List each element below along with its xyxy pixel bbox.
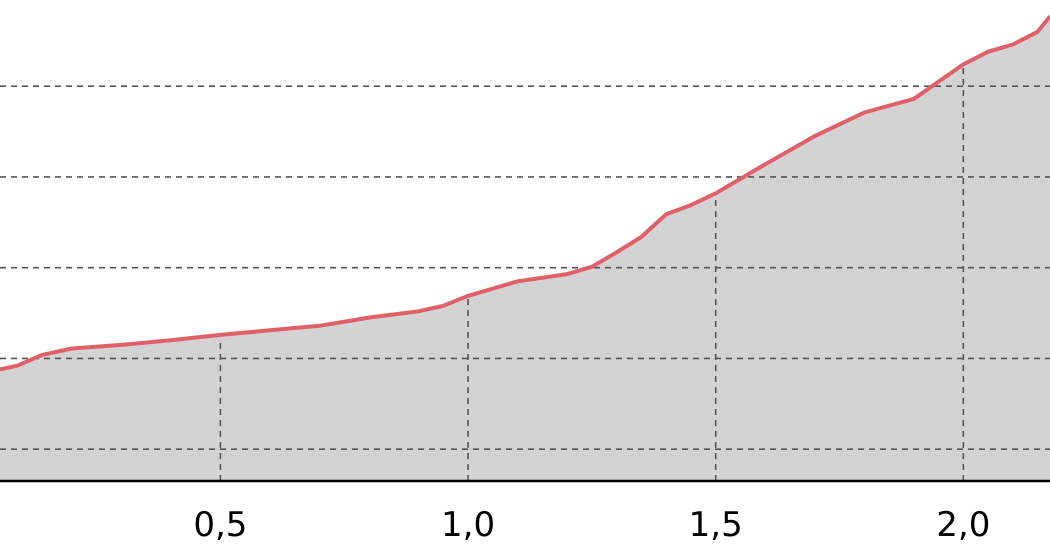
x-tick-label: 1,0: [441, 505, 495, 545]
area-fill: [0, 16, 1050, 482]
area-fill-layer: [0, 16, 1050, 482]
x-tick-label: 0,5: [193, 505, 247, 545]
series-line-layer: [0, 15, 1050, 372]
x-tick-label: 2,0: [936, 505, 990, 545]
series-line: [0, 15, 1050, 372]
grid-layer: [0, 67, 1050, 481]
x-tick-label: 1,5: [689, 505, 743, 545]
x-tick-labels: 0,5 1,0 1,5 2,0: [193, 505, 990, 545]
